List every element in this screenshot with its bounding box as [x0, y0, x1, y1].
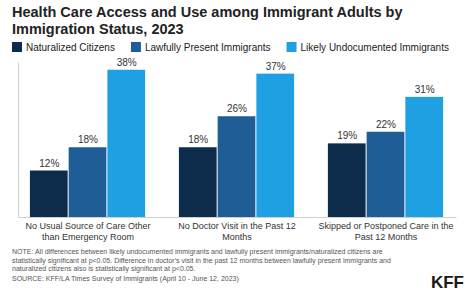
note-line: statistically significant at p<0.05. Dif… [12, 257, 391, 265]
x-tick: No Doctor Visit in the Past 12Months [178, 217, 295, 242]
x-tick-label: No Usual Source of Care Otherthan Emerge… [25, 221, 150, 242]
data-label: 38% [117, 57, 137, 68]
data-label: 19% [337, 130, 357, 141]
legend-label: Likely Undocumented Immigrants [301, 42, 449, 53]
data-label: 22% [376, 119, 396, 130]
bar [328, 143, 366, 217]
data-labels: 12% 18% 19% 18% 26% 22% 38% 37% 31% [39, 57, 435, 169]
data-label: 31% [415, 84, 435, 95]
bar [256, 74, 294, 217]
x-tick-label-line: No Doctor Visit in the Past 12 [178, 221, 295, 231]
note-line: NOTE: All differences between likely und… [12, 248, 383, 256]
bar [179, 147, 217, 217]
chart: Health Care Access and Use among Immigra… [0, 0, 474, 298]
data-label: 18% [78, 134, 98, 145]
x-tick: Skipped or Postponed Care in thePast 12 … [318, 217, 453, 242]
x-tick-label-line: Past 12 Months [355, 232, 418, 242]
legend-swatch [12, 42, 22, 52]
logo: KFF [431, 273, 464, 292]
data-label: 12% [39, 158, 59, 169]
x-tick-label: No Doctor Visit in the Past 12Months [178, 221, 295, 242]
bar [218, 116, 256, 217]
legend-label: Lawfully Present Immigrants [145, 42, 271, 53]
x-tick-label-line: No Usual Source of Care Other [25, 221, 150, 231]
legend-swatch [287, 42, 297, 52]
data-label: 18% [188, 134, 208, 145]
y-axis [18, 63, 19, 218]
y-axis-line [18, 63, 19, 218]
legend-swatch [131, 42, 141, 52]
bar [405, 97, 443, 217]
title: Health Care Access and Use among Immigra… [12, 4, 403, 37]
legend-label: Naturalized Citizens [26, 42, 115, 53]
bar [367, 132, 405, 217]
x-tick: No Usual Source of Care Otherthan Emerge… [25, 217, 150, 242]
bar [30, 171, 68, 218]
title-line: Immigration Status, 2023 [12, 21, 184, 37]
bar [107, 70, 145, 217]
x-tick-label: Skipped or Postponed Care in thePast 12 … [318, 221, 453, 242]
x-tick-label-line: Skipped or Postponed Care in the [318, 221, 453, 231]
data-label: 37% [266, 61, 286, 72]
note-line: naturalized citizens also is statistical… [12, 265, 196, 273]
bars [30, 70, 443, 217]
x-tick-label-line: than Emergency Room [42, 232, 134, 242]
x-axis: No Usual Source of Care Otherthan Emerge… [19, 217, 457, 242]
data-label: 26% [227, 103, 247, 114]
legend: Naturalized Citizens Lawfully Present Imm… [12, 42, 449, 53]
note: NOTE: All differences between likely und… [12, 248, 391, 273]
source: SOURCE: KFF/LA Times Survey of Immigrant… [12, 275, 239, 283]
title-line: Health Care Access and Use among Immigra… [12, 4, 403, 20]
bar [69, 147, 107, 217]
x-tick-label-line: Months [222, 232, 252, 242]
x-axis-line [19, 217, 457, 218]
